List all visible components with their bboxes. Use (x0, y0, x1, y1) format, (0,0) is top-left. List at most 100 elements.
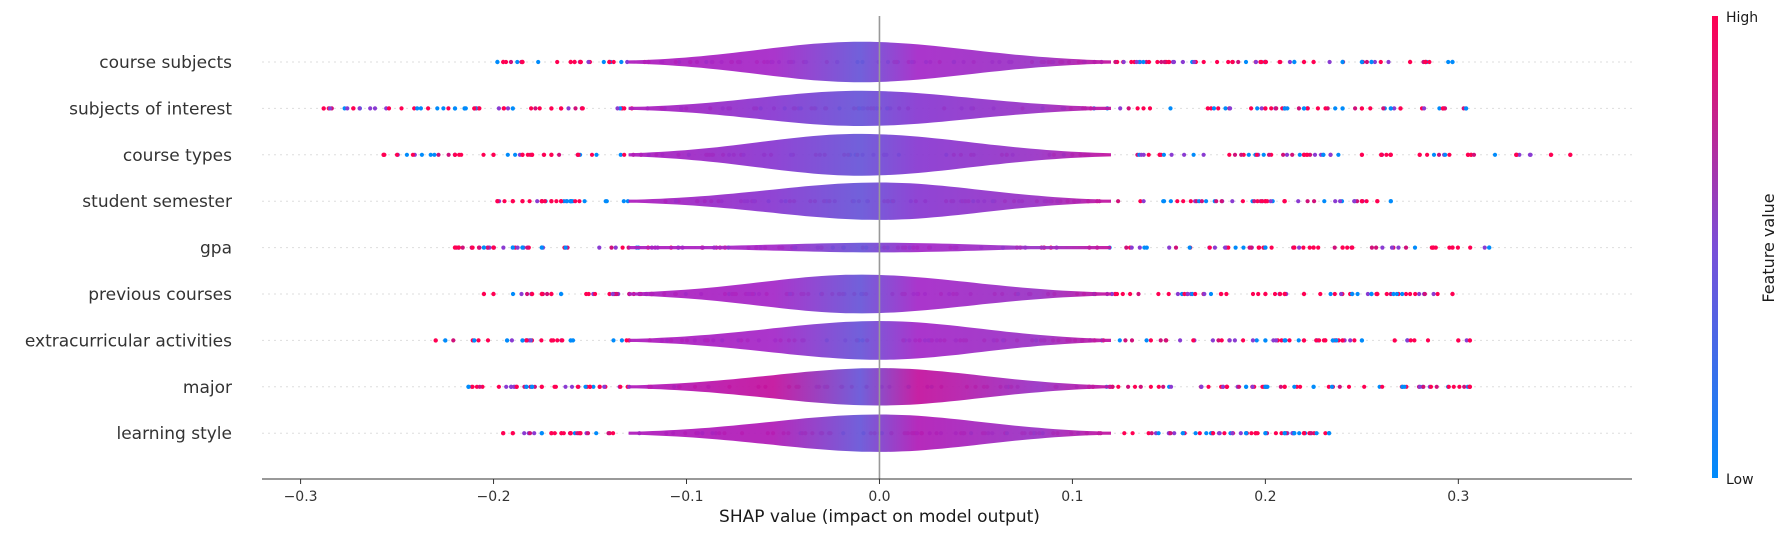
shap-point (1205, 106, 1210, 111)
shap-point (1394, 291, 1399, 297)
shap-point (1210, 338, 1215, 343)
shap-point (1155, 59, 1160, 65)
shap-point (573, 199, 578, 204)
shap-outlier-point (443, 338, 448, 343)
shap-point (1318, 291, 1323, 297)
shap-point (1381, 106, 1386, 111)
shap-point (372, 106, 378, 111)
shap-outlier-point (558, 106, 564, 111)
shap-point (1413, 291, 1418, 297)
shap-point (1287, 338, 1292, 343)
shap-point (1436, 152, 1442, 157)
shap-point (555, 59, 560, 65)
shap-outlier-point (1311, 384, 1316, 389)
shap-point (1255, 199, 1260, 204)
shap-outlier-point (1388, 152, 1394, 157)
shap-point (618, 384, 623, 389)
shap-point (1199, 199, 1204, 204)
shap-point (1329, 384, 1334, 389)
shap-outlier-point (1407, 59, 1413, 65)
shap-point (1206, 384, 1211, 389)
shap-point (1182, 291, 1187, 297)
shap-outlier-point (1388, 199, 1394, 204)
x-tick-label: −0.1 (670, 489, 704, 505)
shap-point (527, 338, 532, 343)
shap-point (1254, 152, 1259, 157)
shap-point (399, 106, 404, 111)
shap-point (1253, 59, 1259, 65)
shap-point (1116, 199, 1121, 204)
shap-point (1446, 384, 1451, 389)
shap-outlier-point (1326, 431, 1332, 436)
shap-point (1425, 338, 1431, 343)
shap-point (1182, 152, 1187, 157)
shap-outlier-point (491, 291, 496, 297)
shap-point (597, 245, 602, 250)
shap-point (451, 338, 456, 343)
shap-point (542, 199, 548, 204)
shap-point (1266, 152, 1272, 157)
shap-point (1391, 291, 1396, 297)
shap-outlier-point (381, 152, 386, 157)
shap-point (1249, 106, 1254, 111)
shap-point (1328, 291, 1333, 297)
feature-row: gpa (200, 239, 1632, 259)
shap-point (435, 106, 440, 111)
shap-outlier-point (452, 245, 458, 250)
shap-point (1216, 338, 1221, 343)
feature-label: major (183, 378, 232, 398)
shap-point (1369, 245, 1374, 250)
shap-outlier-point (1282, 384, 1287, 389)
shap-point (563, 245, 568, 250)
shap-outlier-point (1548, 152, 1554, 157)
shap-point (1167, 59, 1172, 65)
shap-point (607, 291, 612, 297)
shap-point (1517, 152, 1522, 157)
violin-shape (628, 368, 1111, 406)
shap-point (1314, 431, 1319, 436)
shap-point (1138, 384, 1143, 389)
shap-point (1297, 152, 1302, 157)
shap-point (1323, 431, 1328, 436)
shap-outlier-point (529, 384, 535, 389)
shap-point (1144, 338, 1149, 343)
shap-point (496, 106, 501, 111)
shap-point (1138, 199, 1143, 204)
shap-outlier-point (1340, 245, 1345, 250)
shap-point (1374, 245, 1379, 250)
shap-outlier-point (1263, 291, 1268, 297)
shap-point (1273, 431, 1278, 436)
shap-point (1256, 245, 1261, 250)
shap-point (1380, 245, 1385, 250)
shap-outlier-point (514, 384, 519, 389)
shap-outlier-point (1369, 291, 1374, 297)
shap-outlier-point (607, 59, 612, 65)
shap-point (542, 152, 547, 157)
shap-outlier-point (558, 199, 564, 204)
shap-point (1427, 59, 1432, 65)
shap-outlier-point (504, 338, 510, 343)
shap-outlier-point (568, 199, 573, 204)
shap-point (1309, 431, 1314, 436)
shap-point (527, 199, 532, 204)
shap-outlier-point (1440, 106, 1446, 111)
shap-point (1312, 152, 1318, 157)
shap-point (1258, 59, 1263, 65)
shap-point (1226, 245, 1231, 250)
shap-point (1345, 245, 1350, 250)
shap-point (1326, 384, 1331, 389)
shap-point (1181, 199, 1186, 204)
shap-outlier-point (1301, 338, 1307, 343)
shap-point (1134, 59, 1139, 65)
shap-point (1272, 291, 1278, 297)
shap-point (1249, 431, 1254, 436)
shap-point (1352, 199, 1357, 204)
shap-point (533, 106, 538, 111)
shap-point (519, 291, 524, 297)
shap-point (1110, 384, 1115, 389)
violin-shape (628, 242, 1111, 253)
shap-point (1412, 245, 1418, 250)
shap-outlier-point (539, 384, 544, 389)
shap-point (1437, 106, 1442, 111)
feature-label: student semester (82, 192, 232, 212)
